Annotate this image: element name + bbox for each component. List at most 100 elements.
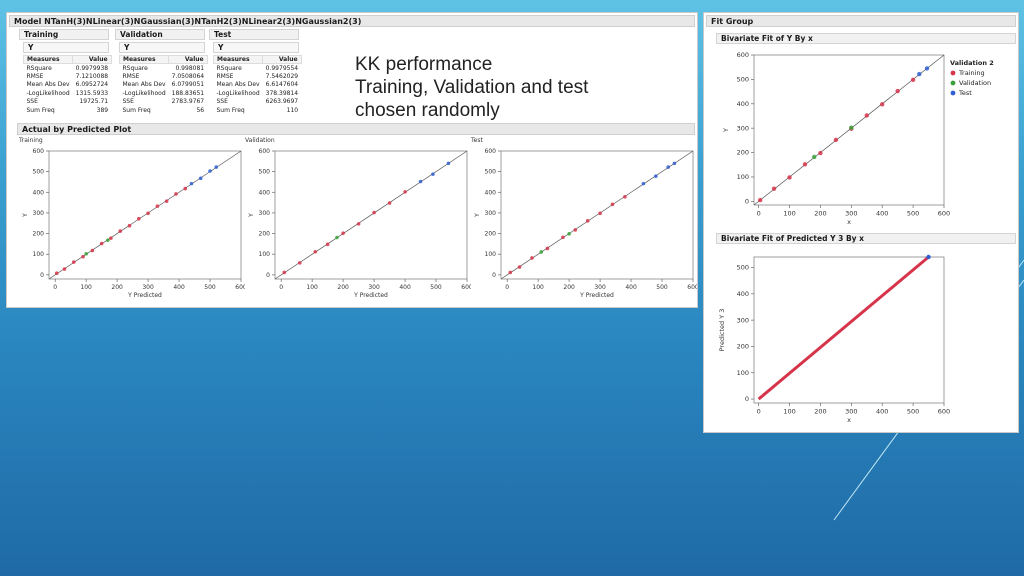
data-point [313,249,318,254]
table-row: RMSE 7.1210088 [24,72,112,81]
y-tick-label: 600 [737,51,749,59]
data-point [183,186,188,191]
data-point [508,270,513,275]
x-tick-label: 0 [757,408,761,416]
measure-name: -LogLikelihood [26,89,70,97]
table-name-validation[interactable]: Validation [115,29,205,40]
y-tick-label: 300 [737,124,749,132]
data-point [517,265,522,269]
data-point [118,229,123,233]
measure-name: Mean Abs Dev [122,81,166,89]
y-tick-label: 100 [737,173,749,181]
performance-note: KK performance Training, Validation and … [355,53,588,122]
x-tick-label: 600 [938,408,950,416]
x-tick-label: 200 [563,284,575,291]
measure-name: Sum Freq [26,106,55,114]
y-tick-label: 200 [33,231,45,238]
model-title[interactable]: Model NTanH(3)NLinear(3)NGaussian(3)NTan… [9,15,695,27]
fit-line [274,150,468,280]
table-row: RSquare 0.9979554 [214,64,302,73]
y-tick-label: 100 [737,369,749,377]
note-line-1: KK performance [355,54,493,75]
y-tick-label: 300 [259,210,271,217]
data-point [198,176,203,181]
bivariate-pred-chart: 0 100 200 300 400 500 600 0 100 200 300 400 500 x Pred… [718,254,950,424]
measure-value: 1315.5933 [75,89,109,97]
data-point [282,270,287,275]
x-tick-label: 300 [594,284,606,291]
x-tick-label: 500 [430,284,442,291]
y-tick-label: 200 [485,231,497,238]
y-tick-label: 300 [737,316,749,324]
measure-value: 19725.71 [79,98,109,106]
data-point [757,197,763,203]
test-chart: 0 100 200 300 400 500 600 0 100 200 300 400 500 600 Y … [474,148,697,299]
table-name-test[interactable]: Test [209,29,299,40]
data-point [446,161,451,166]
measure-name: RSquare [26,64,52,72]
x-tick-label: 0 [505,284,509,291]
measure-value: 6263.9697 [265,98,299,106]
col-measures: Measures [212,55,264,64]
data-point [864,113,869,118]
y-axis-label: Y [474,213,481,218]
y-tick-label: 600 [259,148,271,155]
data-point [818,150,823,156]
data-point [895,88,900,94]
y-tick-label: 500 [485,169,497,176]
y-tick-label: 400 [737,290,749,298]
x-tick-label: 100 [80,284,92,291]
y-tick-label: 0 [745,198,749,206]
table-y-label[interactable]: Y [213,42,299,53]
x-tick-label: 200 [111,284,123,291]
validation-chart: 0 100 200 300 400 500 600 0 100 200 300 400 500 600 Y … [248,148,471,299]
measure-value: 6.0952724 [75,81,109,89]
bivariate-pred-header[interactable]: Bivariate Fit of Predicted Y 3 By x [716,233,1016,244]
measure-value: 6.6147604 [265,81,299,89]
measure-value: 110 [286,106,299,114]
x-tick-label: 100 [532,284,544,291]
measure-name: RMSE [26,72,44,80]
col-value: Value [262,55,302,64]
measure-value: 0.9979554 [265,64,299,72]
bivariate-y-header[interactable]: Bivariate Fit of Y By x [716,33,1016,44]
table-row: Mean Abs Dev 6.0799051 [120,81,208,90]
data-point [641,181,646,186]
legend-item: Training [958,69,985,77]
measure-value: 2783.9767 [171,98,205,106]
legend-item: Test [958,89,972,97]
x-tick-label: 300 [142,284,154,291]
data-point [672,161,677,166]
legend-marker [950,90,956,96]
data-point [155,204,160,208]
fit-group-header[interactable]: Fit Group [706,15,1016,27]
data-point [539,250,544,254]
y-tick-label: 200 [737,343,749,351]
x-axis-label: x [847,416,851,424]
measure-name: SSE [216,98,228,106]
y-tick-label: 400 [737,100,749,108]
y-tick-label: 100 [259,251,271,258]
x-tick-label: 400 [876,408,888,416]
legend-marker [950,70,956,76]
x-tick-label: 600 [461,284,471,291]
data-point [356,222,361,226]
table-y-label[interactable]: Y [23,42,109,53]
table-row: Mean Abs Dev 6.0952724 [24,81,112,90]
x-tick-label: 0 [279,284,283,291]
measure-name: -LogLikelihood [216,89,260,97]
actual-by-predicted-header[interactable]: Actual by Predicted Plot [17,123,695,135]
table-row: SSE 6263.9697 [214,98,302,107]
measure-name: RMSE [216,72,234,80]
table-row: -LogLikelihood 378.39814 [214,89,302,98]
measure-value: 7.1210088 [75,72,109,80]
table-name-training[interactable]: Training [19,29,109,40]
y-tick-label: 200 [737,149,749,157]
y-tick-label: 500 [33,169,45,176]
x-tick-label: 600 [938,210,950,218]
table-y-label[interactable]: Y [119,42,205,53]
measure-name: Sum Freq [216,106,245,114]
table-row: Sum Freq 110 [214,106,302,115]
col-measures: Measures [118,55,170,64]
y-tick-label: 0 [40,272,44,279]
